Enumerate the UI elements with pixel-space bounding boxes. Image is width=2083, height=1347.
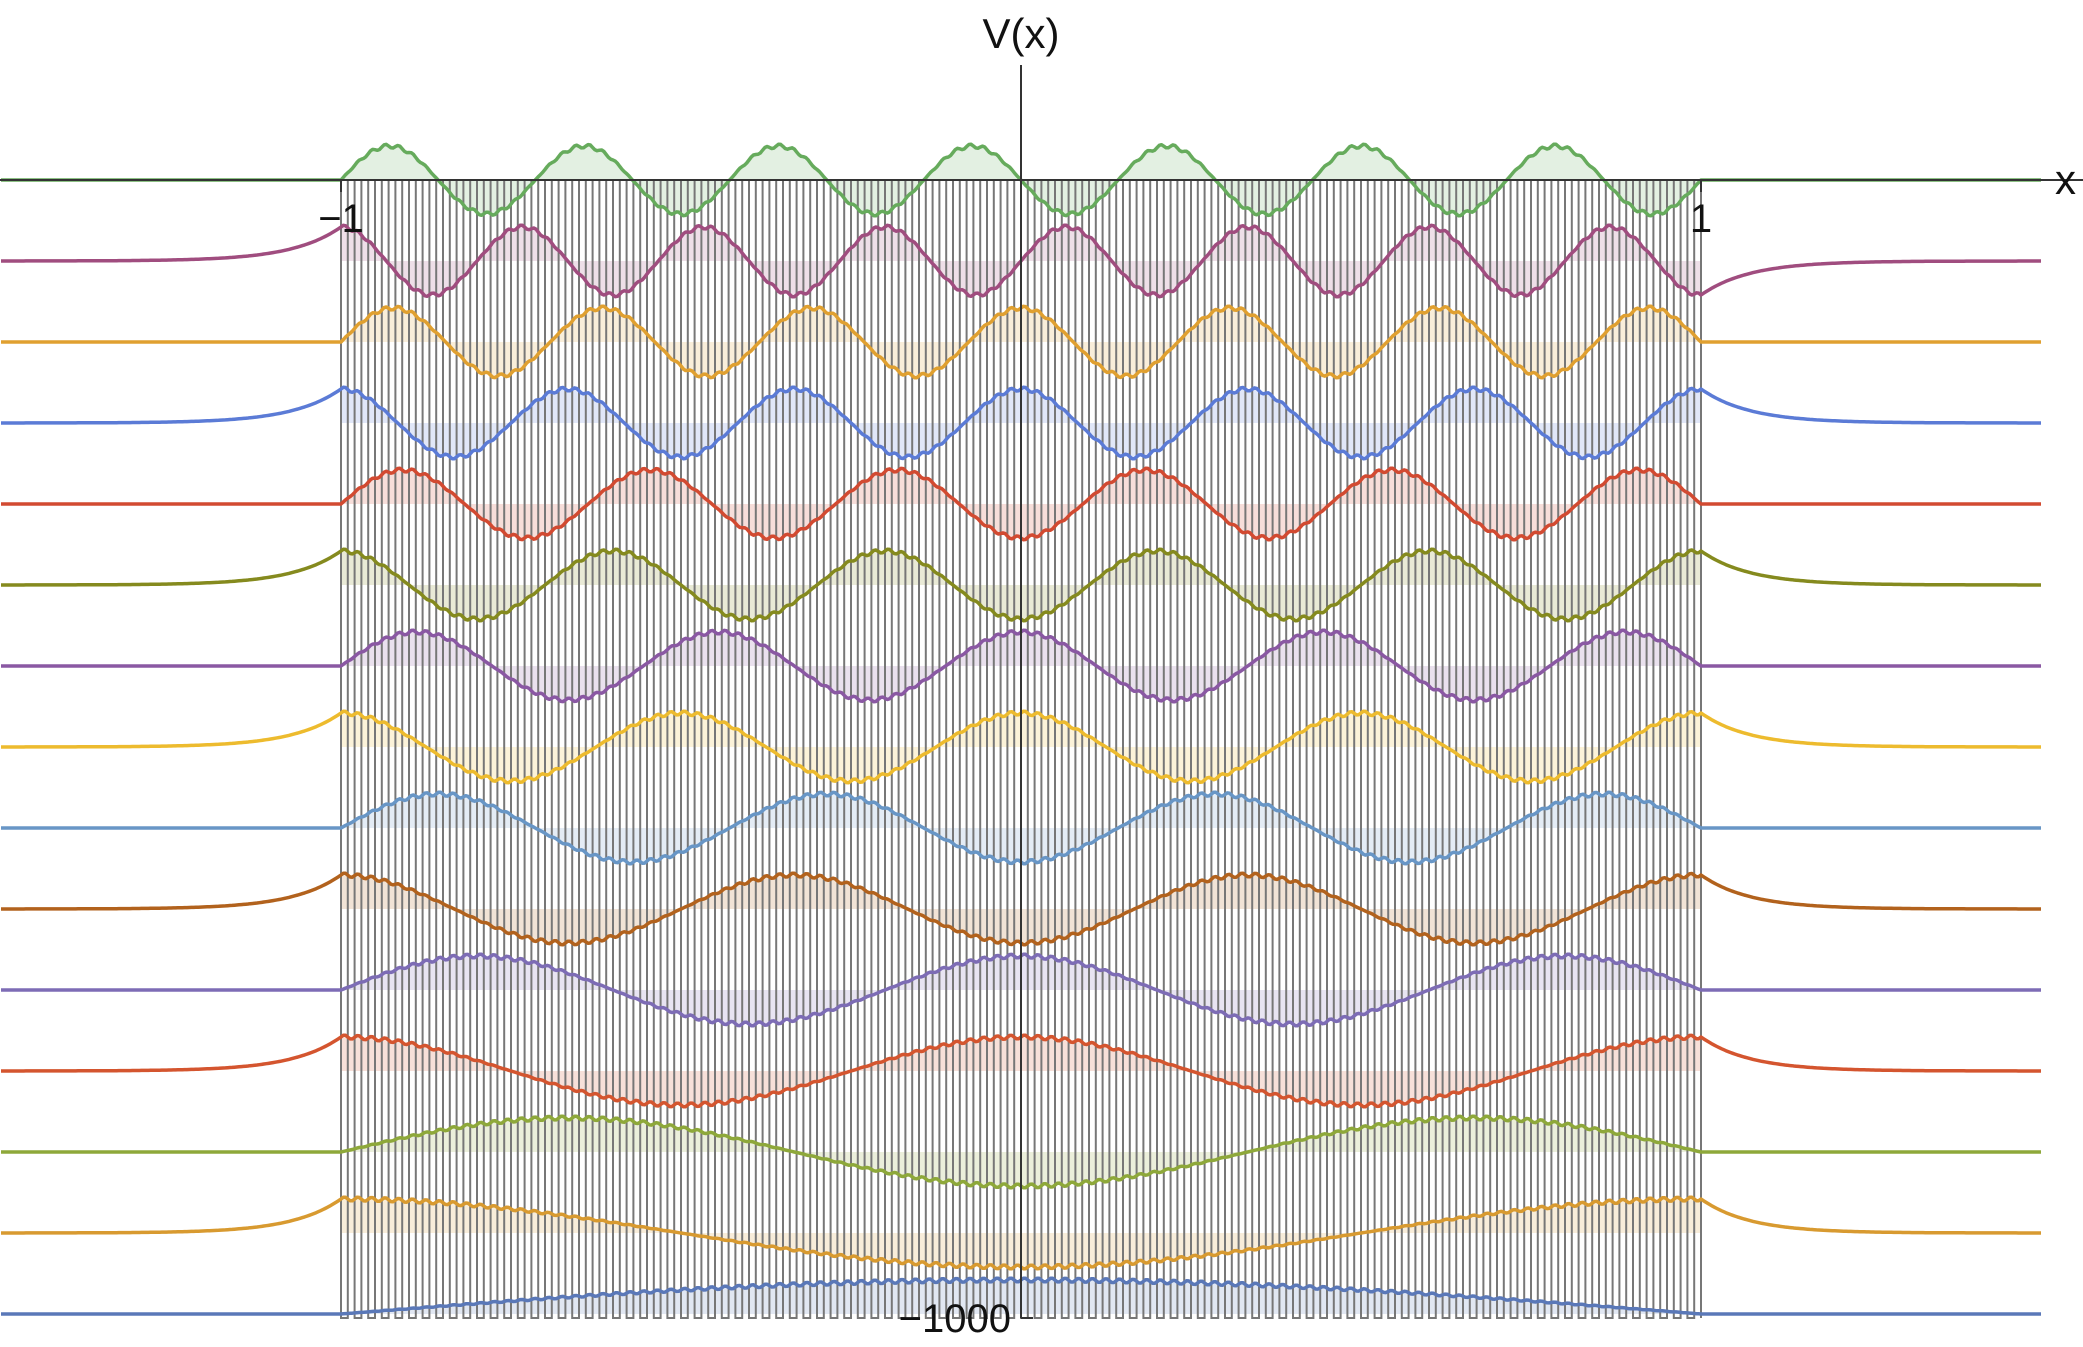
x-axis-label: x (2055, 156, 2076, 203)
y-axis-label: V(x) (983, 10, 1060, 57)
axes (0, 65, 2083, 1319)
x-tick-label: 1 (1690, 197, 1712, 241)
y-tick-label: −1000 (899, 1297, 1011, 1341)
x-tick-label: −1 (318, 197, 364, 241)
